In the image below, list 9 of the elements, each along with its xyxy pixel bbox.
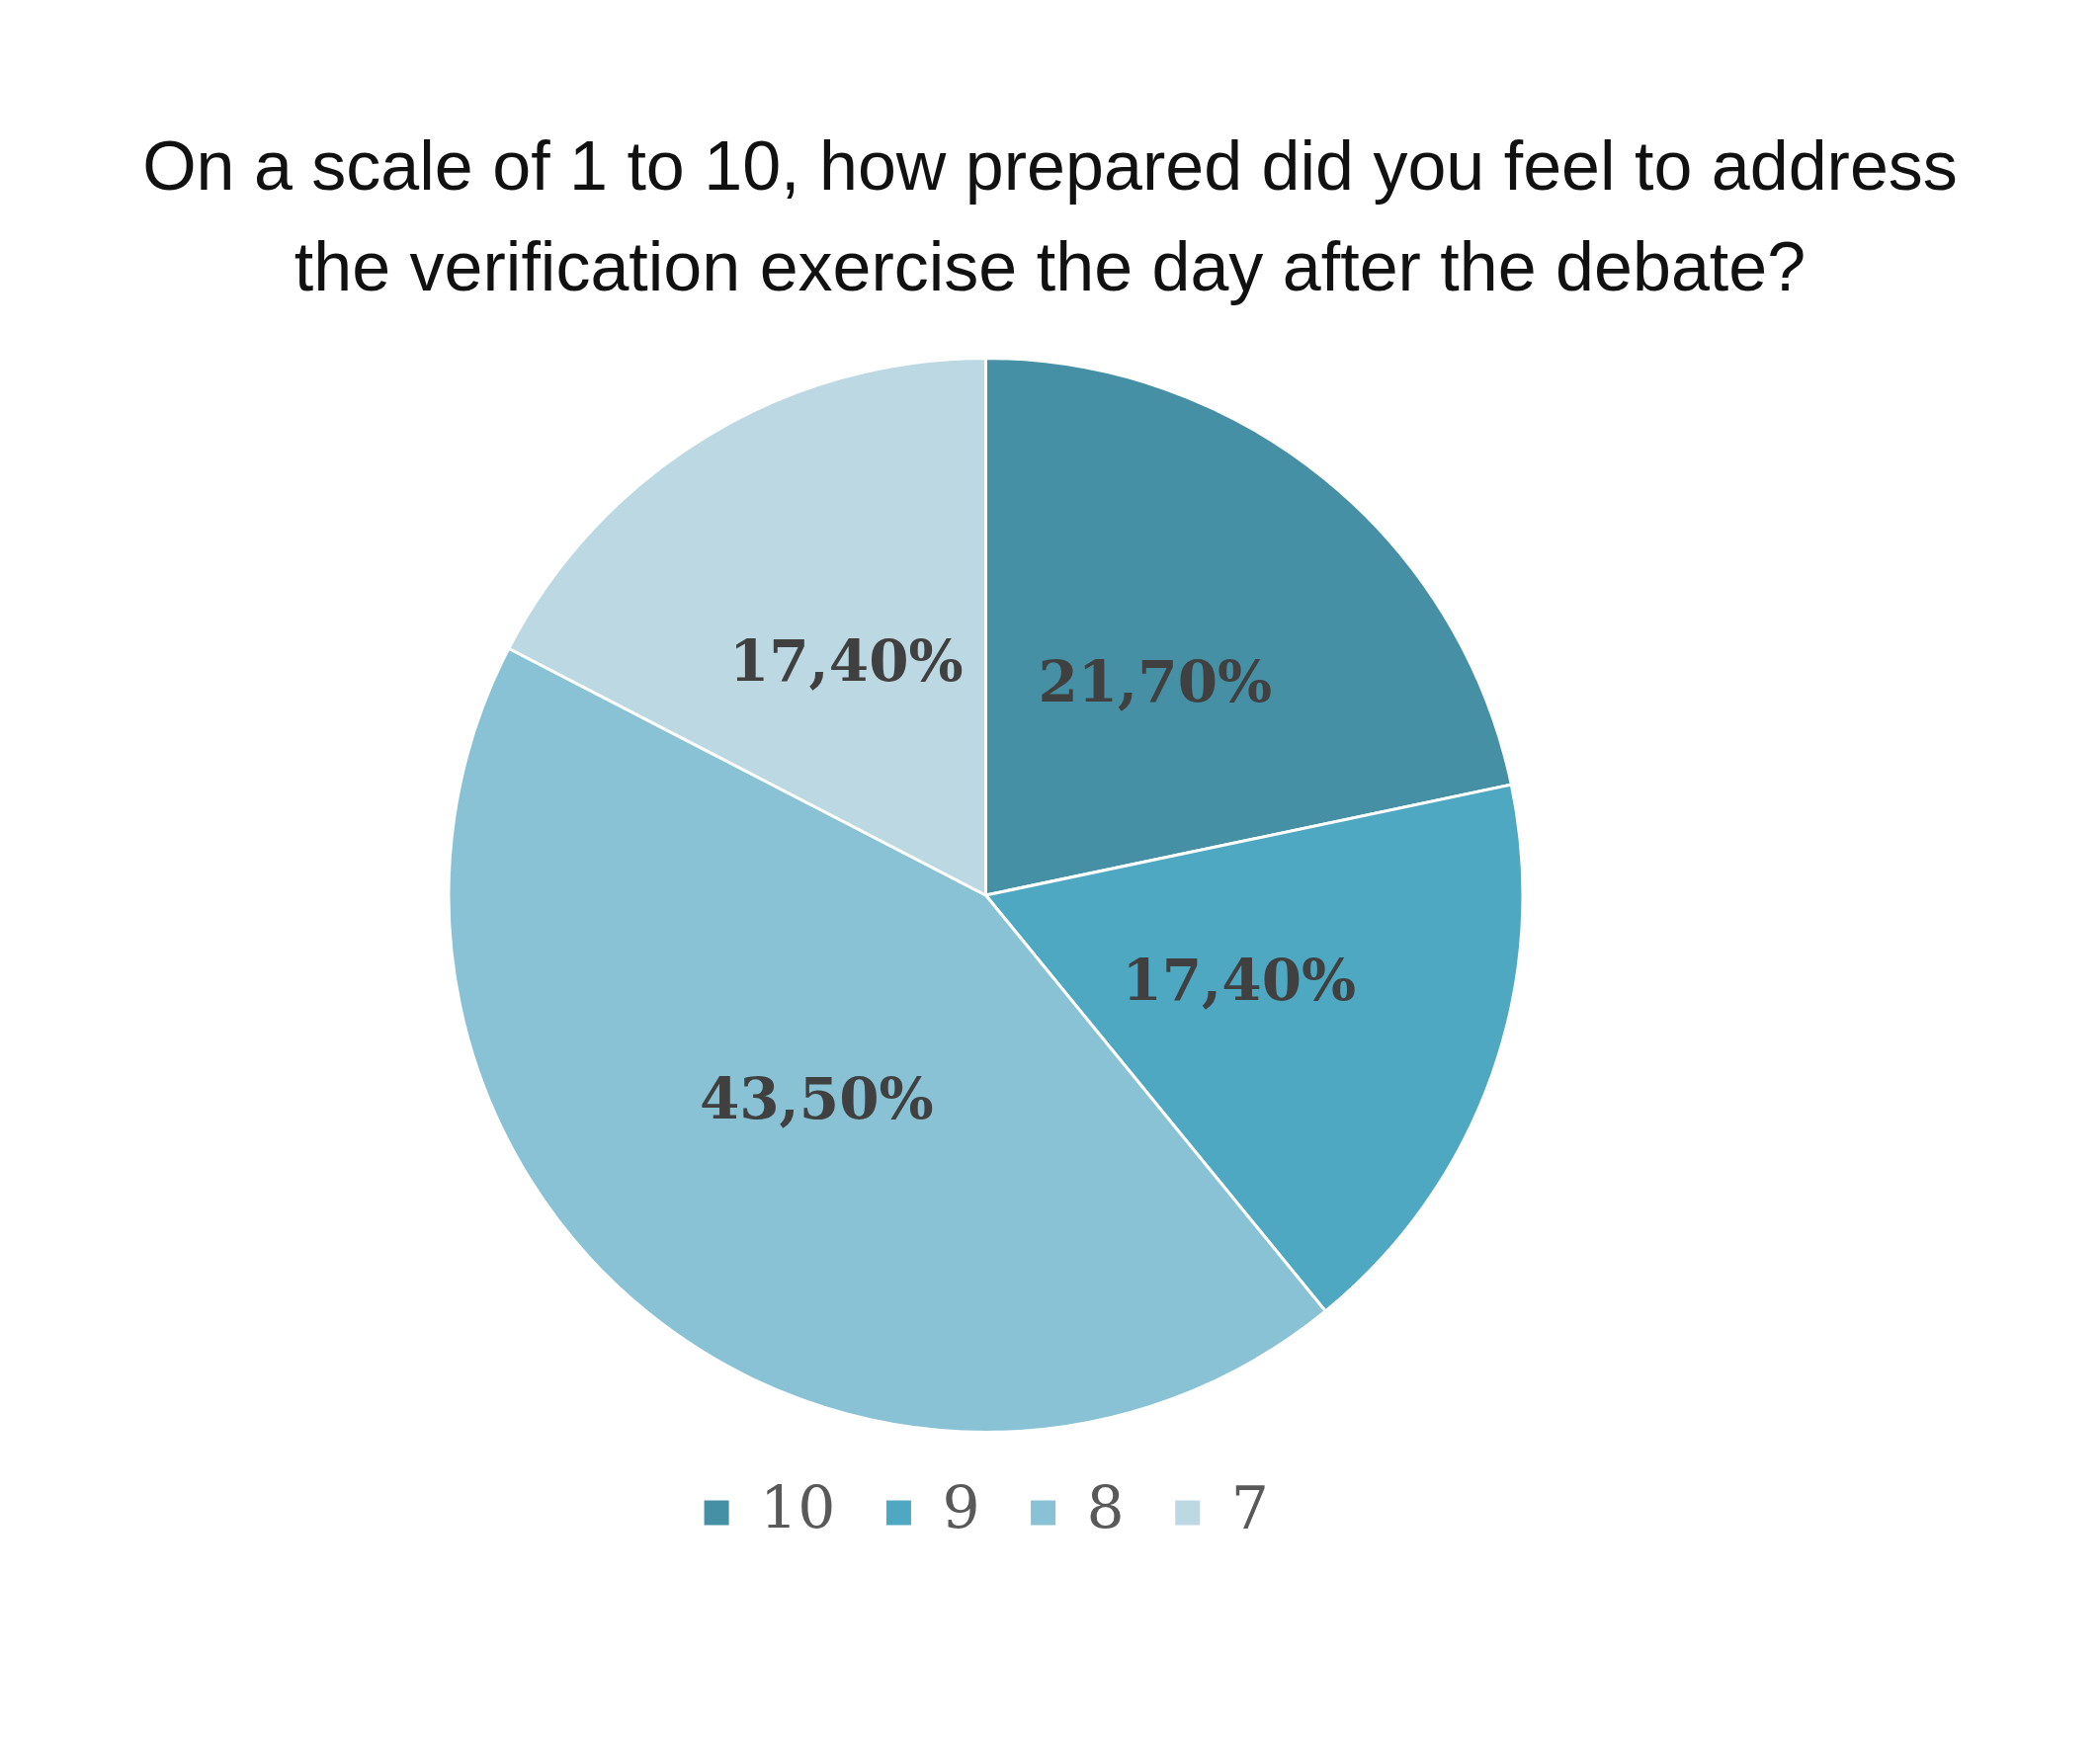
data-label: 21,70%: [1038, 648, 1273, 716]
legend-label: 10: [760, 1472, 836, 1542]
data-label: 43,50%: [699, 1065, 934, 1133]
chart-title: On a scale of 1 to 10, how prepared did you feel to address the verification exercise the day after the debate?: [141, 126, 1959, 307]
legend-label: 9: [942, 1472, 980, 1542]
legend-label: 7: [1230, 1472, 1269, 1542]
data-label: 17,40%: [1122, 946, 1357, 1014]
data-label: 17,40%: [728, 626, 964, 695]
legend-label: 8: [1086, 1472, 1125, 1542]
